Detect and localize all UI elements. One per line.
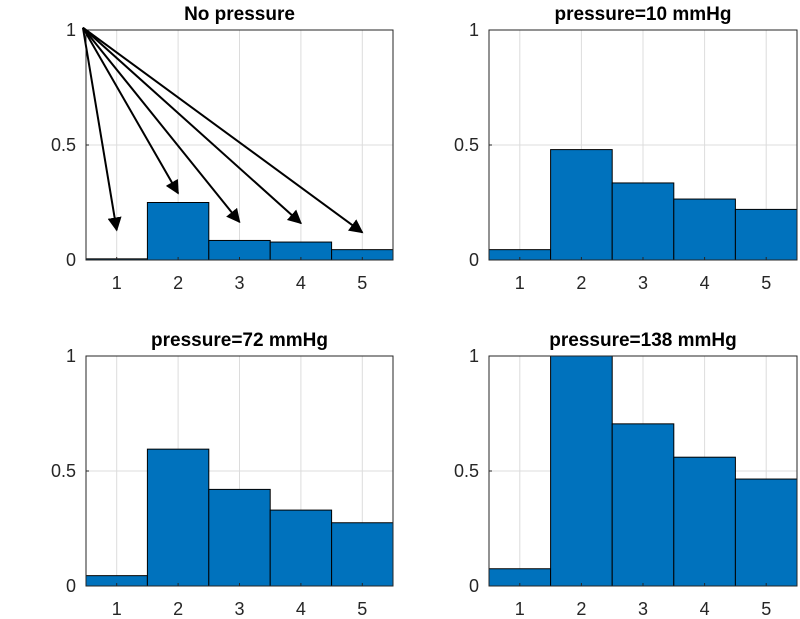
y-tick-label: 0: [66, 250, 76, 270]
y-tick-label: 1: [66, 346, 76, 366]
y-tick-label: 0: [66, 576, 76, 596]
x-tick-label: 3: [234, 273, 244, 293]
bars: [86, 448, 393, 586]
x-tick-label: 2: [173, 273, 183, 293]
bar-3: [611, 182, 675, 260]
y-tick-label: 0: [469, 576, 479, 596]
x-tick-label: 5: [357, 273, 367, 293]
bar-4: [673, 198, 736, 260]
annotation-arrow: [82, 27, 179, 195]
bar-5: [331, 522, 393, 586]
x-tick-label: 5: [761, 599, 771, 619]
y-tick-label: 0.5: [51, 461, 76, 481]
x-tick-label: 3: [638, 599, 648, 619]
x-tick-label: 2: [173, 599, 183, 619]
y-tick-label: 0.5: [454, 135, 479, 155]
x-tick-label: 4: [700, 599, 710, 619]
subplot-title: No pressure: [184, 4, 295, 25]
x-tick-label: 4: [296, 273, 306, 293]
annotation-arrow: [82, 26, 302, 225]
bar-4: [673, 456, 736, 586]
x-tick-label: 1: [515, 599, 525, 619]
annotation-arrow: [82, 27, 241, 224]
annotation-arrow: [82, 26, 364, 234]
bar-5: [734, 478, 797, 586]
x-tick-label: 2: [576, 599, 586, 619]
x-tick-label: 1: [112, 599, 122, 619]
subplot-title: pressure=72 mmHg: [151, 330, 328, 351]
bar-3: [208, 488, 271, 586]
y-tick-label: 1: [469, 20, 479, 40]
bar-3: [611, 423, 675, 586]
y-tick-label: 0.5: [51, 135, 76, 155]
subplot-1: 1 2 3 4 5 0 0.5 1 No pressure: [51, 4, 394, 293]
bar-4: [269, 509, 333, 586]
x-tick-label: 5: [761, 273, 771, 293]
x-tick-label: 1: [515, 273, 525, 293]
x-tick-label: 1: [112, 273, 122, 293]
bar-2: [146, 202, 210, 260]
bar-2: [146, 448, 210, 586]
annotation-arrow: [81, 27, 122, 232]
x-tick-label: 4: [700, 273, 710, 293]
y-tick-label: 0.5: [454, 461, 479, 481]
x-tick-label: 4: [296, 599, 306, 619]
subplot-title: pressure=10 mmHg: [555, 4, 732, 25]
bar-2: [550, 149, 613, 260]
bars: [489, 149, 797, 260]
subplot-title: pressure=138 mmHg: [549, 330, 736, 351]
x-tick-label: 5: [357, 599, 367, 619]
subplot-3: 1 2 3 4 5 0 0.5 1 pressure=72 mmHg: [51, 330, 394, 619]
subplot-4: 1 2 3 4 5 0 0.5 1 pressure=138 mmHg: [454, 330, 798, 619]
x-tick-label: 3: [638, 273, 648, 293]
bar-5: [734, 208, 797, 260]
bars: [489, 356, 797, 586]
x-tick-label: 2: [576, 273, 586, 293]
x-tick-label: 3: [234, 599, 244, 619]
y-tick-label: 1: [469, 346, 479, 366]
y-tick-label: 0: [469, 250, 479, 270]
bar-2: [550, 356, 613, 586]
y-tick-label: 1: [66, 20, 76, 40]
subplot-2: 1 2 3 4 5 0 0.5 1 pressure=10 mmHg: [454, 4, 798, 293]
